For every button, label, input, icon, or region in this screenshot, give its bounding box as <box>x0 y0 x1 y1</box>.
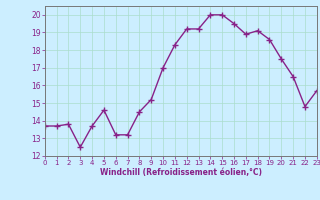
X-axis label: Windchill (Refroidissement éolien,°C): Windchill (Refroidissement éolien,°C) <box>100 168 262 177</box>
